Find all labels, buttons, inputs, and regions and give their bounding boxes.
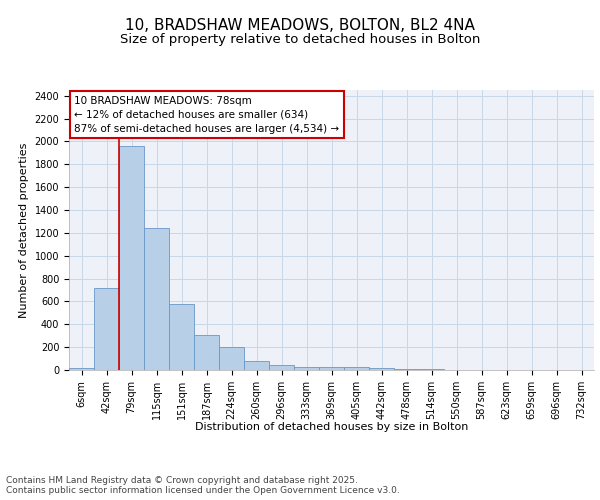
- Y-axis label: Number of detached properties: Number of detached properties: [19, 142, 29, 318]
- Bar: [369, 368, 394, 370]
- Bar: [69, 368, 94, 370]
- Bar: [244, 362, 269, 370]
- Bar: [169, 304, 194, 370]
- Text: 10, BRADSHAW MEADOWS, BOLTON, BL2 4NA: 10, BRADSHAW MEADOWS, BOLTON, BL2 4NA: [125, 18, 475, 32]
- Bar: [294, 366, 319, 370]
- Bar: [119, 146, 144, 370]
- Bar: [94, 288, 119, 370]
- X-axis label: Distribution of detached houses by size in Bolton: Distribution of detached houses by size …: [195, 422, 468, 432]
- Bar: [144, 228, 169, 370]
- Bar: [269, 366, 294, 370]
- Text: Contains HM Land Registry data © Crown copyright and database right 2025.
Contai: Contains HM Land Registry data © Crown c…: [6, 476, 400, 495]
- Text: 10 BRADSHAW MEADOWS: 78sqm
← 12% of detached houses are smaller (634)
87% of sem: 10 BRADSHAW MEADOWS: 78sqm ← 12% of deta…: [74, 96, 340, 134]
- Bar: [194, 335, 219, 370]
- Bar: [319, 367, 344, 370]
- Text: Size of property relative to detached houses in Bolton: Size of property relative to detached ho…: [120, 32, 480, 46]
- Bar: [219, 346, 244, 370]
- Bar: [344, 366, 369, 370]
